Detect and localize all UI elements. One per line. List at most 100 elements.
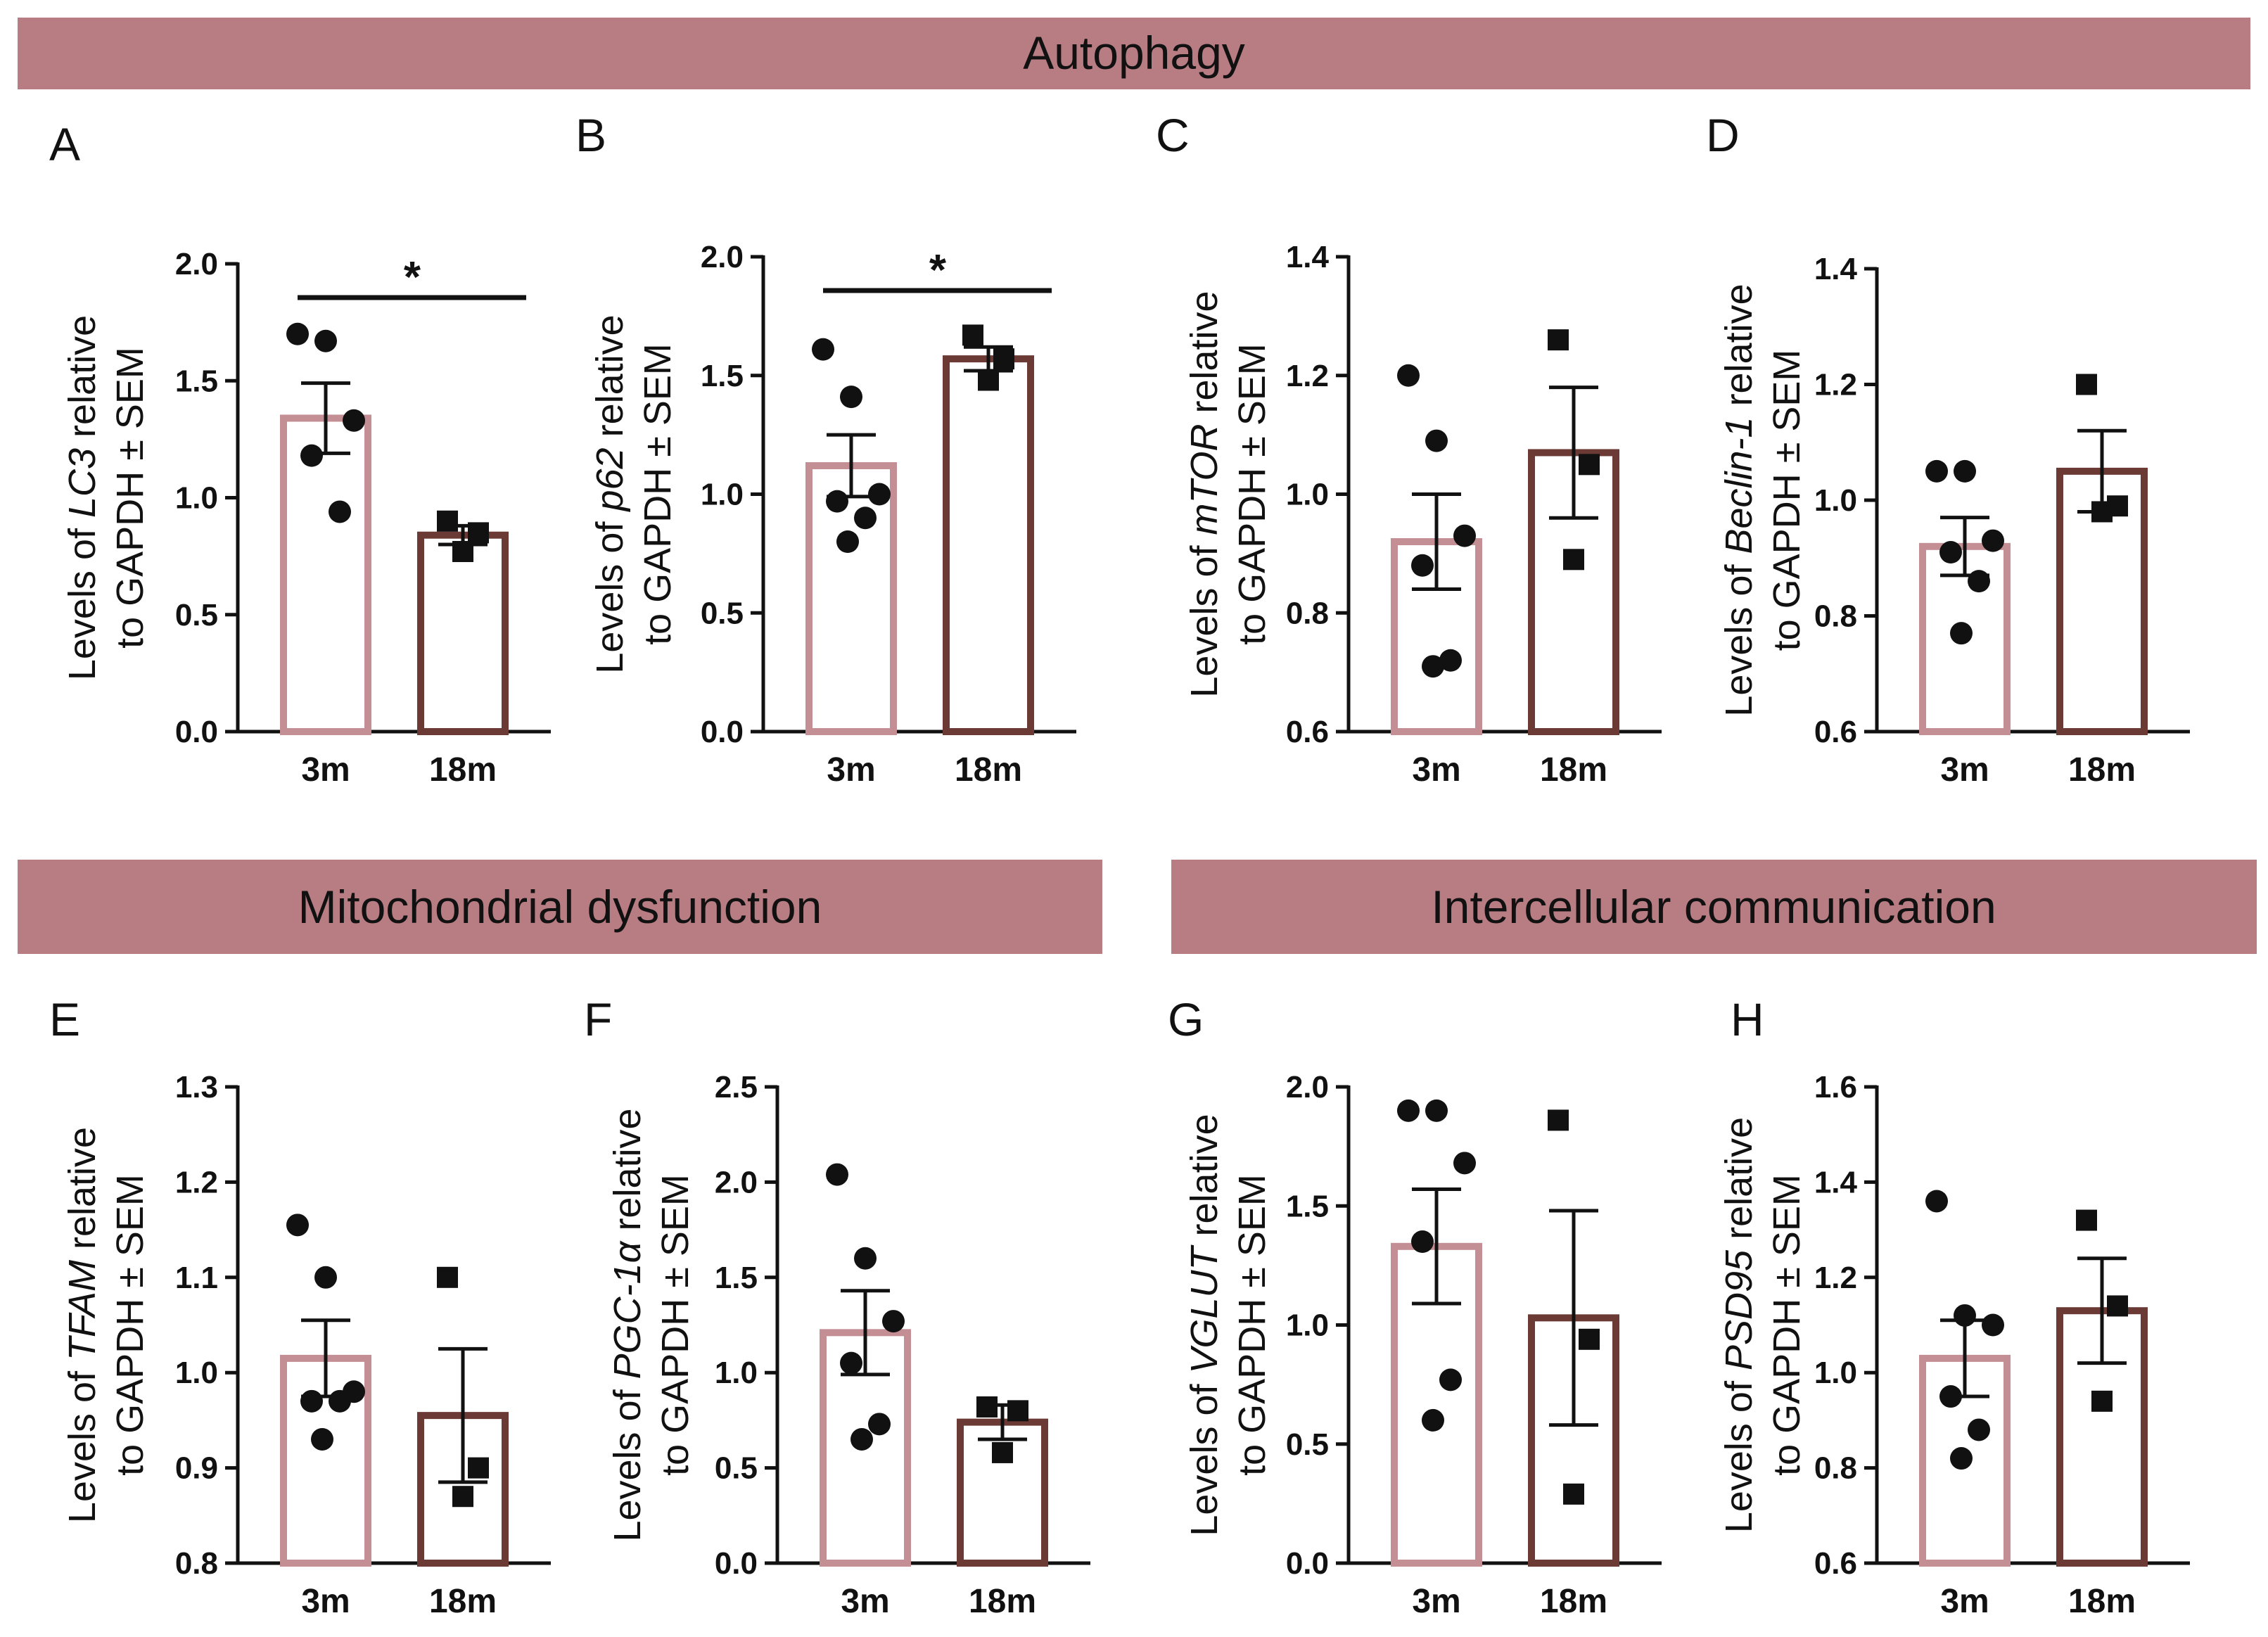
panel-a-point-3m: [286, 322, 309, 345]
panel-a-ylabel-prefix: Levels of: [61, 518, 103, 680]
panel-g-point-3m: [1425, 1099, 1448, 1122]
panel-a-ylabel: Levels of LC3 relative to GAPDH ± SEM: [61, 315, 151, 680]
panel-h-point-3m: [1982, 1313, 2004, 1337]
panel-f-point-18m: [992, 1441, 1013, 1463]
panel-c-xtick-label-18m: 18m: [1540, 751, 1607, 789]
panel-b-xtick-label-3m: 3m: [827, 751, 875, 789]
panel-h-point-18m: [2076, 1209, 2097, 1231]
panel-f-ylabel: Levels of PGC-1α relative to GAPDH ± SEM: [606, 1108, 696, 1541]
banner-comm-label: Intercellular communication: [1431, 881, 1996, 933]
panel-d-xtick-label-3m: 3m: [1940, 751, 1989, 789]
panel-c-point-3m: [1439, 649, 1462, 672]
panel-f-ylabel-line2: to GAPDH ± SEM: [654, 1174, 696, 1476]
panel-f-ytick-label: 1.5: [715, 1261, 758, 1295]
panel-f-ylabel-gene: PGC-1α: [606, 1240, 649, 1379]
panel-h-ytick-label: 1.2: [1814, 1261, 1857, 1295]
banner-autophagy-label: Autophagy: [1023, 27, 1245, 79]
panel-h-point-3m: [1968, 1418, 1990, 1441]
panel-d-ytick-label: 0.8: [1814, 599, 1857, 634]
panel-c-ytick-label: 1.2: [1286, 359, 1329, 393]
panel-a-point-18m: [468, 522, 489, 544]
panel-e-xtick-label-18m: 18m: [429, 1583, 497, 1620]
panel-g-xtick-label-18m: 18m: [1540, 1583, 1607, 1620]
panel-e-ylabel-line2: to GAPDH ± SEM: [109, 1174, 151, 1476]
panel-g-point-3m: [1397, 1099, 1420, 1122]
panel-d-point-18m: [2091, 501, 2113, 523]
panel-b-ytick-label: 2.0: [701, 240, 744, 274]
panel-a-ylabel-suffix: relative: [61, 315, 103, 448]
panel-a-letter: A: [49, 118, 80, 170]
panel-f: F Levels of PGC-1α relative to GAPDH ± SEM…: [584, 993, 1090, 1620]
panel-g-letter: G: [1168, 993, 1204, 1045]
panel-h-ytick-label: 1.6: [1814, 1070, 1857, 1104]
panel-f-point-3m: [850, 1427, 873, 1451]
panel-b-point-3m: [854, 507, 877, 530]
panel-b: B Levels of p62 relative to GAPDH ± SEM 0.0…: [575, 109, 1076, 789]
panel-a-ylabel-gene: LC3: [61, 448, 103, 518]
panel-d-point-18m: [2076, 374, 2097, 395]
panel-e-ylabel-prefix: Levels of: [61, 1361, 103, 1523]
banner-mito-bg: [18, 860, 1102, 954]
panel-b-point-18m: [993, 348, 1014, 370]
panel-g-ytick-label: 2.0: [1286, 1070, 1329, 1104]
panel-c-ytick-label: 1.4: [1286, 240, 1330, 274]
panel-e-point-3m: [286, 1214, 309, 1237]
panel-h-point-18m: [2091, 1390, 2113, 1412]
banner-mito-label: Mitochondrial dysfunction: [298, 881, 822, 933]
panel-b-letter: B: [575, 109, 606, 161]
panel-e: E Levels of TFAM relative to GAPDH ± SEM 0.…: [49, 993, 551, 1620]
panel-g-ylabel-line2: to GAPDH ± SEM: [1231, 1174, 1273, 1476]
panel-a-point-3m: [300, 444, 323, 467]
panel-b-point-3m: [836, 530, 859, 553]
panel-e-ytick-label: 0.8: [175, 1546, 218, 1581]
panel-d-ytick-label: 1.2: [1814, 368, 1857, 402]
panel-g-ylabel-prefix: Levels of: [1183, 1374, 1225, 1536]
panel-a-ytick-label: 1.5: [175, 364, 218, 398]
panel-h-ytick-label: 1.4: [1814, 1165, 1858, 1199]
panel-c-ytick-label: 1.0: [1286, 478, 1329, 512]
panel-e-ylabel: Levels of TFAM relative to GAPDH ± SEM: [61, 1127, 151, 1523]
panel-e-point-3m: [314, 1266, 337, 1289]
panel-f-letter: F: [584, 993, 612, 1045]
panel-b-ylabel-gene: p62: [589, 447, 631, 512]
panel-g-ylabel: Levels of VGLUT relative to GAPDH ± SEM: [1183, 1114, 1273, 1536]
panel-c-point-18m: [1579, 454, 1600, 476]
panel-f-point-18m: [1007, 1400, 1028, 1422]
panel-e-point-18m: [452, 1486, 473, 1508]
panel-c-point-3m: [1425, 429, 1448, 452]
panel-h-ylabel-line1: Levels of PSD95 relative: [1718, 1117, 1760, 1533]
panel-c-ylabel-prefix: Levels of: [1183, 535, 1225, 697]
banner-mitochondrial-dysfunction: Mitochondrial dysfunction: [18, 860, 1102, 954]
panel-a-ylabel-line2: to GAPDH ± SEM: [109, 347, 151, 649]
panel-a-point-18m: [437, 510, 458, 532]
panel-g-ytick-label: 0.0: [1286, 1546, 1329, 1581]
panel-f-point-18m: [976, 1396, 998, 1418]
panel-b-point-3m: [840, 386, 862, 409]
panel-f-xtick-label-18m: 18m: [969, 1583, 1036, 1620]
panel-e-point-3m: [311, 1427, 333, 1451]
panel-d-ylabel-suffix: relative: [1718, 284, 1760, 416]
panel-h-point-3m: [1939, 1385, 1962, 1408]
panel-d-ytick-label: 1.0: [1814, 483, 1857, 518]
panel-a-significance-star: *: [404, 253, 421, 302]
panel-d-point-3m: [1925, 459, 1948, 483]
panel-g-point-18m: [1579, 1328, 1600, 1350]
panel-d-point-3m: [1982, 529, 2004, 552]
panel-g-ytick-label: 1.0: [1286, 1308, 1329, 1343]
panel-b-bar-18m: [943, 355, 1034, 735]
panel-b-ytick-label: 0.5: [701, 596, 744, 630]
panel-e-ylabel-line1: Levels of TFAM relative: [61, 1127, 103, 1523]
panel-h-xtick-label-3m: 3m: [1940, 1583, 1989, 1620]
panel-c-point-3m: [1453, 524, 1476, 547]
panel-d-bar-18m: [2056, 467, 2148, 735]
panel-c-point-3m: [1422, 655, 1444, 678]
panel-g-ylabel-gene: VGLUT: [1183, 1244, 1225, 1373]
panel-b-point-3m: [868, 483, 891, 506]
panel-h-point-3m: [1950, 1447, 1973, 1470]
panel-f-point-3m: [868, 1413, 891, 1436]
panel-g-point-18m: [1563, 1483, 1584, 1505]
panel-b-ylabel-prefix: Levels of: [589, 511, 631, 674]
panel-d-ytick-label: 0.6: [1814, 715, 1857, 749]
panel-b-ytick-label: 1.5: [701, 359, 744, 393]
